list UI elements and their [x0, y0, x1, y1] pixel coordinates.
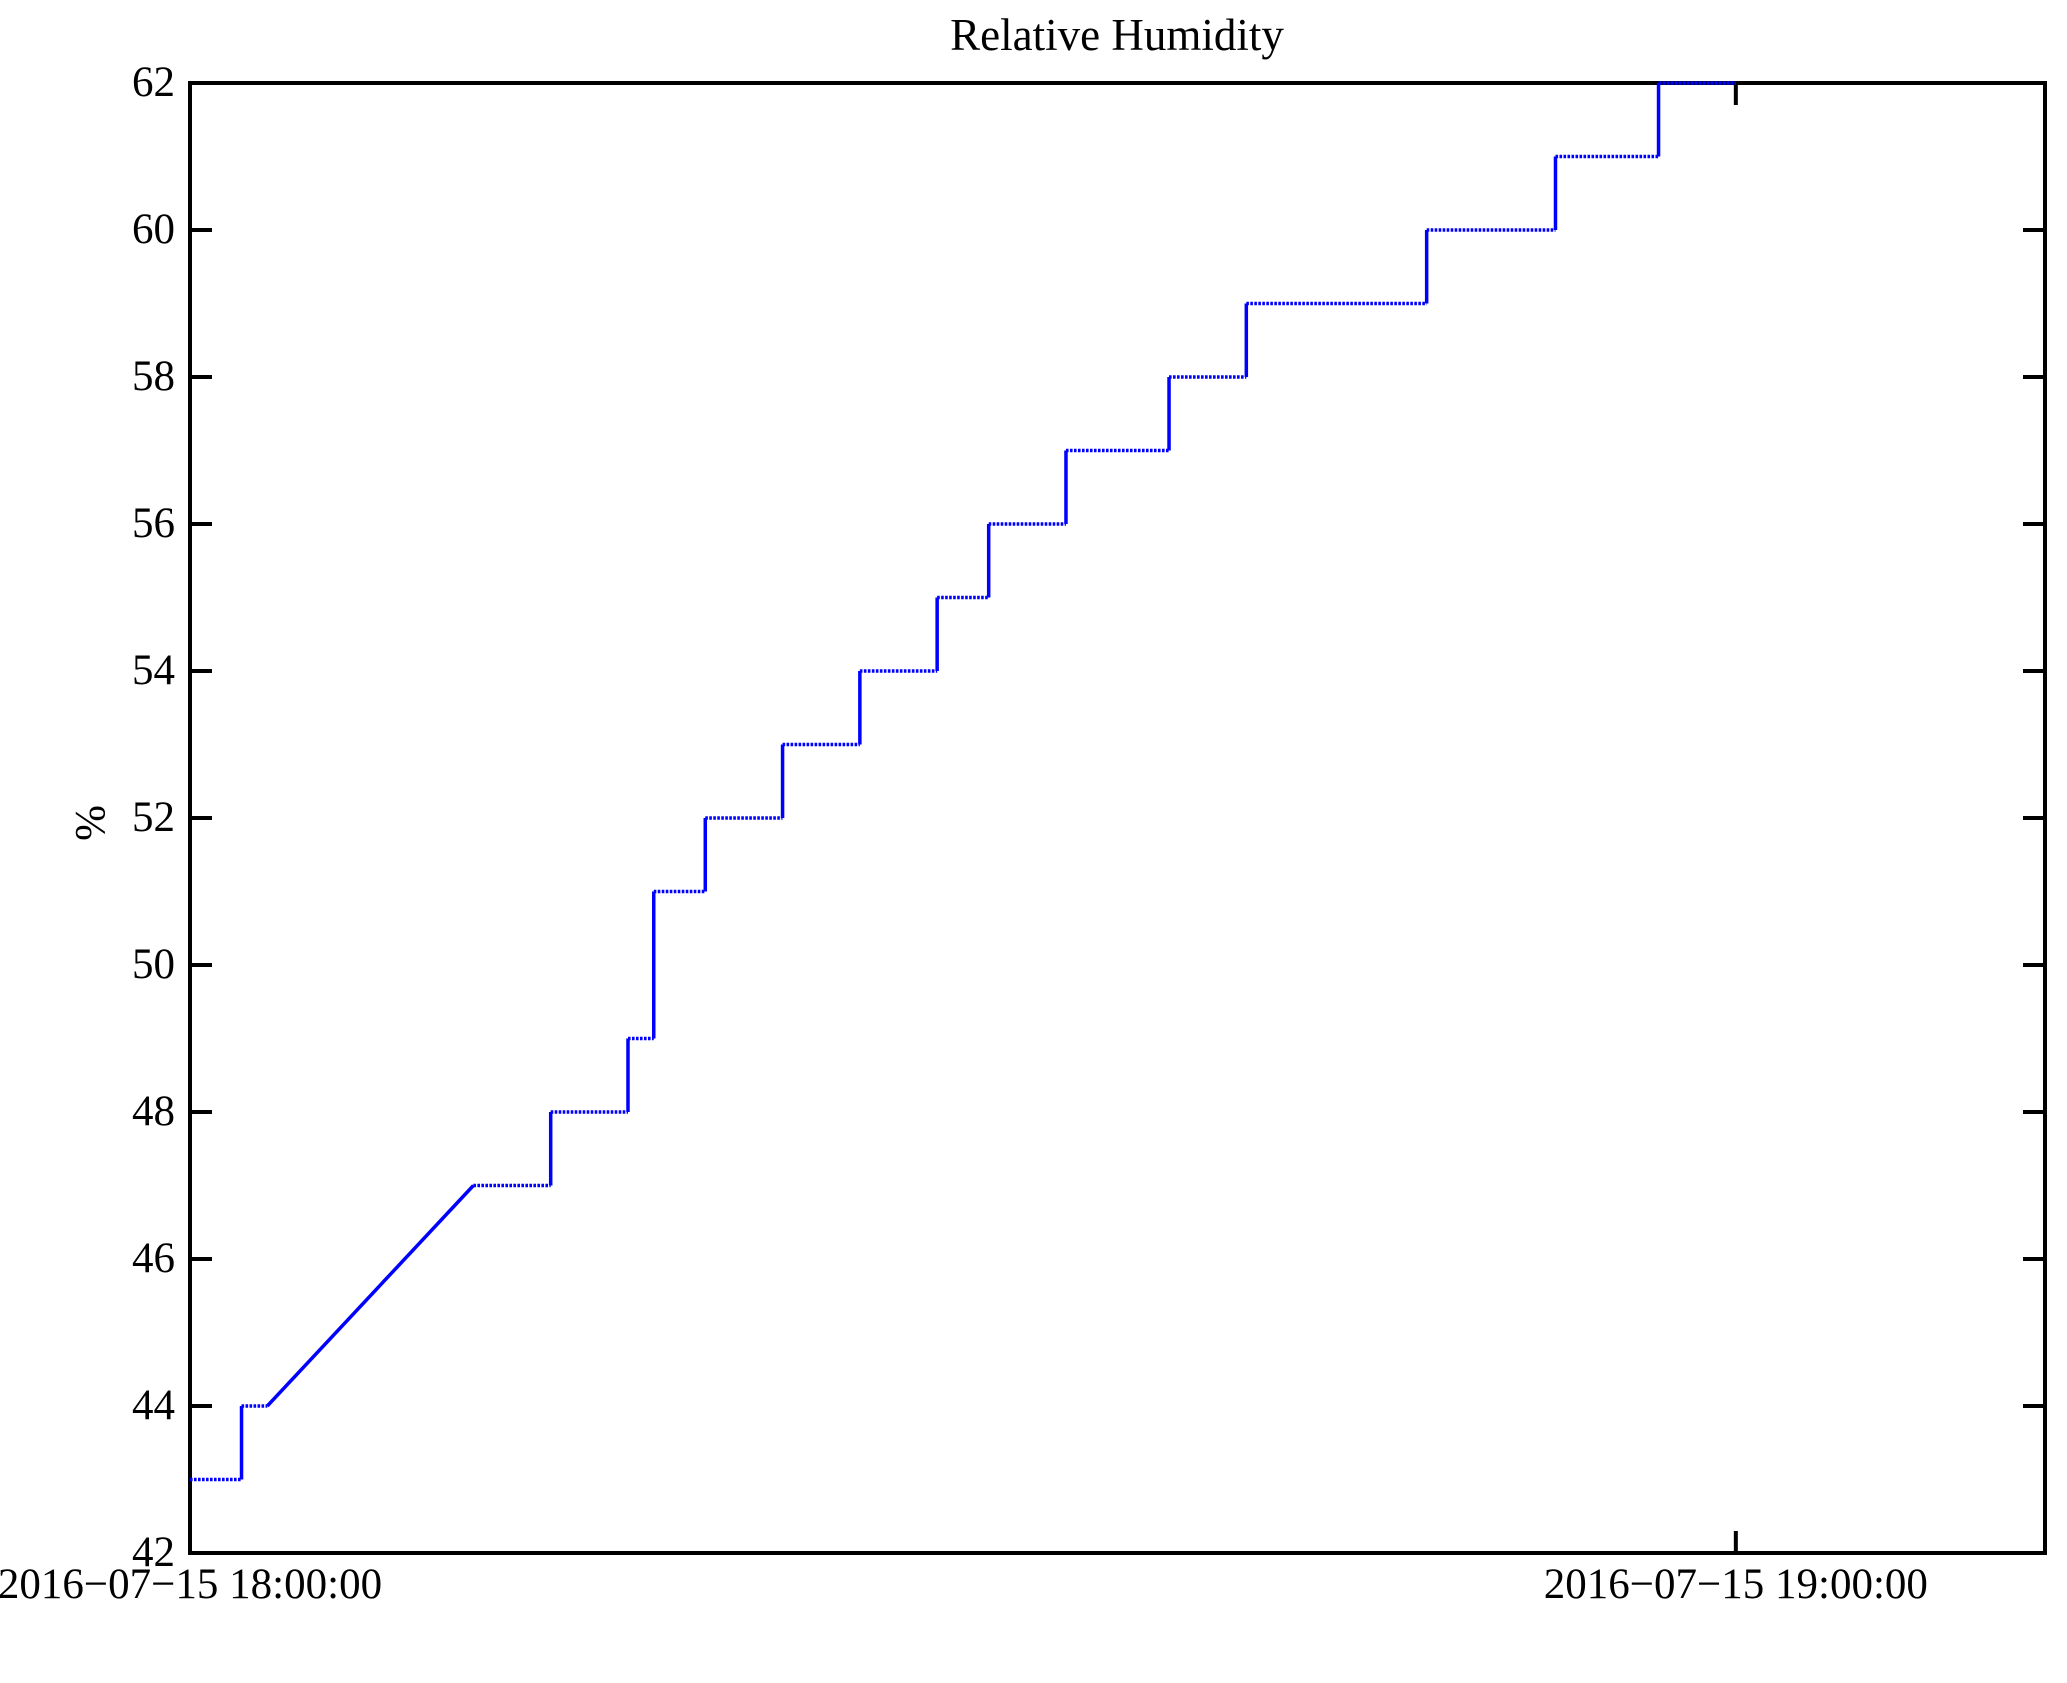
plot-frame [188, 81, 2047, 1555]
y-tick-label: 44 [132, 1382, 175, 1429]
y-tick-label: 62 [132, 59, 175, 106]
y-tick-label: 56 [132, 500, 175, 547]
x-tick-label-end: 2016−07−15 19:00:00 [1543, 1561, 1928, 1608]
humidity-line-segment [266, 1184, 475, 1408]
y-tick-label: 54 [132, 647, 175, 694]
y-tick-label: 42 [132, 1529, 175, 1576]
x-tick-label-start: 2016−07−15 18:00:00 [0, 1561, 383, 1608]
chart-title: Relative Humidity [950, 10, 1284, 60]
y-tick-label: 58 [132, 353, 175, 400]
y-tick-label: 48 [132, 1088, 175, 1135]
y-tick-label: 60 [132, 206, 175, 253]
y-tick-label: 50 [132, 941, 175, 988]
y-tick-label: 52 [132, 794, 175, 841]
y-tick-label: 46 [132, 1235, 175, 1282]
